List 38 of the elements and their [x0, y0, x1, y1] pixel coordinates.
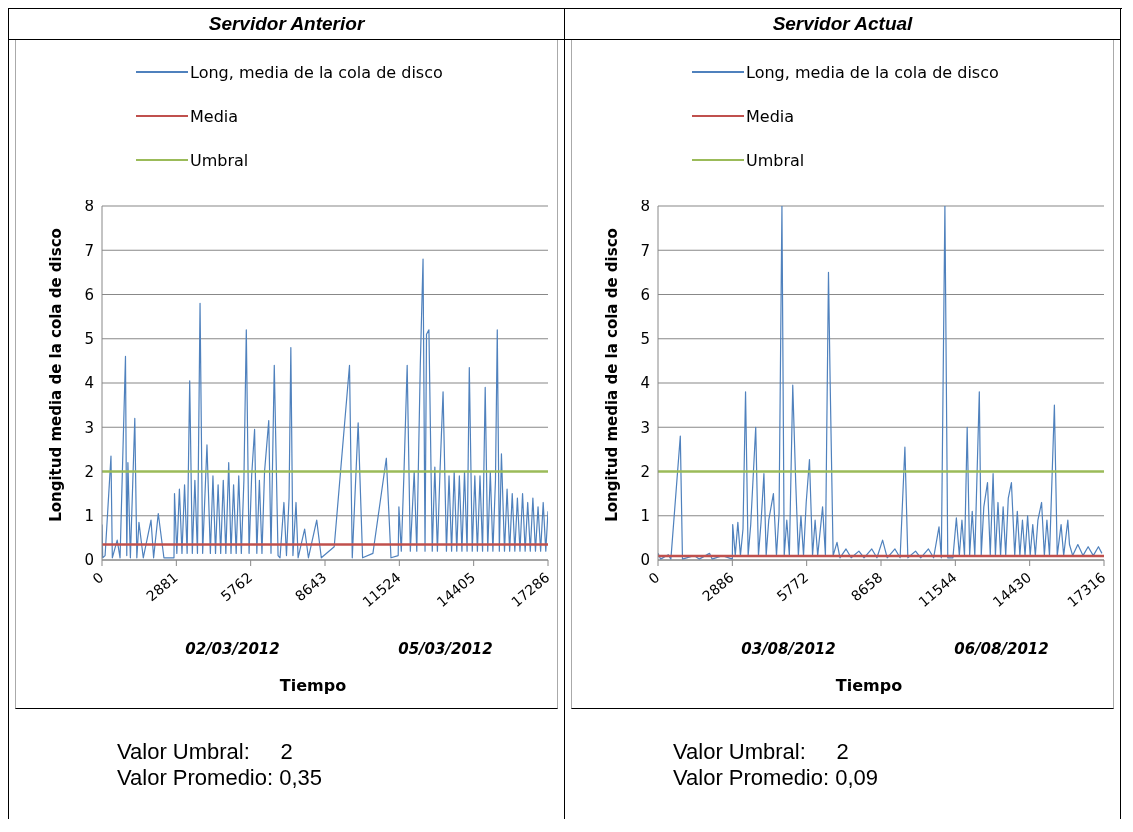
y-tick-label: 8 — [640, 197, 650, 216]
y-tick-label: 0 — [640, 551, 650, 570]
x-axis-title: Tiempo — [834, 676, 904, 695]
text: Valor Promedio: 0,09 — [673, 765, 880, 791]
y-tick-label: 8 — [84, 197, 94, 216]
text: Valor Promedio: 0,35 — [117, 765, 324, 791]
y-tick-label: 3 — [84, 418, 94, 437]
y-tick-label: 0 — [84, 551, 94, 570]
y-tick-label: 2 — [640, 462, 650, 481]
y-tick-label: 6 — [640, 285, 650, 304]
text: 02/03/2012 — [185, 640, 280, 658]
chart-title: Servidor Anterior — [9, 9, 564, 40]
y-tick-label: 6 — [84, 285, 94, 304]
y-tick-label: 5 — [640, 330, 650, 349]
text: 06/08/2012 — [954, 640, 1049, 658]
y-tick-label: 1 — [84, 507, 94, 526]
legend-label: Media — [746, 106, 795, 126]
legend-label: Long, media de la cola de disco — [746, 62, 999, 82]
text: 05/03/2012 — [398, 640, 493, 658]
text: Valor Umbral: 2 — [117, 739, 294, 765]
y-tick-label: 4 — [640, 374, 650, 393]
x-axis-title: Tiempo — [278, 676, 348, 695]
y-tick-label: 4 — [84, 374, 94, 393]
y-tick-label: 3 — [640, 418, 650, 437]
legend-label: Long, media de la cola de disco — [190, 62, 443, 82]
y-tick-label: 1 — [640, 507, 650, 526]
y-tick-label: 5 — [84, 330, 94, 349]
chart-title: Servidor Actual — [565, 9, 1120, 40]
legend-label: Umbral — [190, 150, 249, 170]
text: Valor Umbral: 2 — [673, 739, 850, 765]
y-axis-title: Longitud media de la cola de disco — [47, 228, 66, 522]
legend-label: Media — [190, 106, 239, 126]
y-tick-label: 7 — [640, 241, 650, 260]
text: 03/08/2012 — [741, 640, 836, 658]
y-tick-label: 7 — [84, 241, 94, 260]
legend-label: Umbral — [746, 150, 805, 170]
y-tick-label: 2 — [84, 462, 94, 481]
y-axis-title: Longitud media de la cola de disco — [603, 228, 622, 522]
